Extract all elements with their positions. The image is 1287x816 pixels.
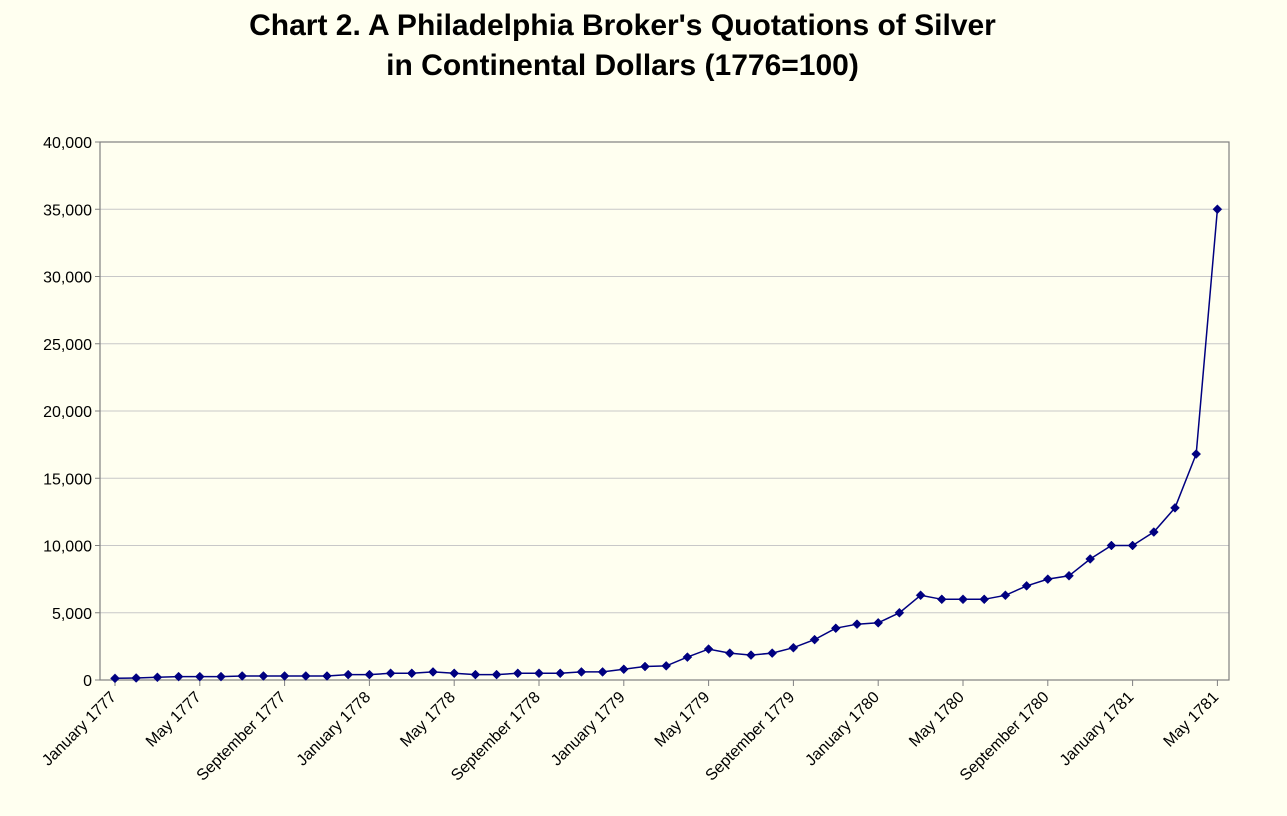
data-point xyxy=(173,671,184,682)
chart-title-line-2: in Continental Dollars (1776=100) xyxy=(386,49,859,82)
data-point xyxy=(1000,590,1011,601)
y-tick-label: 15,000 xyxy=(43,471,92,488)
y-tick-label: 5,000 xyxy=(52,606,92,623)
data-point xyxy=(258,671,269,681)
data-point xyxy=(1021,580,1032,591)
data-point xyxy=(300,671,311,681)
y-tick-label: 30,000 xyxy=(43,270,92,287)
data-point xyxy=(618,664,629,675)
data-point xyxy=(534,668,544,679)
data-point xyxy=(279,671,290,681)
x-tick-label: January 1779 xyxy=(548,689,629,770)
data-point xyxy=(428,667,438,677)
plot-border xyxy=(99,141,1230,681)
x-tick-label: May 1777 xyxy=(143,689,205,751)
data-point xyxy=(915,590,926,601)
y-tick-label: 40,000 xyxy=(43,135,92,152)
y-tick-label: 0 xyxy=(83,673,92,690)
data-point xyxy=(1127,540,1138,551)
x-tick-label: September 1777 xyxy=(194,689,290,785)
data-point xyxy=(470,669,481,680)
data-point xyxy=(936,594,947,605)
data-point xyxy=(1064,570,1074,581)
data-point xyxy=(746,650,756,660)
data-point xyxy=(597,667,608,677)
data-point xyxy=(1148,527,1159,537)
y-tick-label: 35,000 xyxy=(43,202,92,219)
data-point xyxy=(682,652,693,662)
data-point xyxy=(1170,502,1180,513)
data-point xyxy=(788,642,799,653)
data-point xyxy=(385,668,396,679)
chart-title-line-1: Chart 2. A Philadelphia Broker's Quotati… xyxy=(249,9,996,42)
data-point xyxy=(852,619,862,630)
data-point xyxy=(661,661,672,671)
x-tick-label: January 1778 xyxy=(294,689,375,770)
data-point xyxy=(555,668,566,679)
x-tick-label: May 1780 xyxy=(906,689,968,751)
data-point xyxy=(703,644,714,654)
chart-title: Chart 2. A Philadelphia Broker's Quotati… xyxy=(0,6,1245,86)
data-point xyxy=(512,668,523,679)
data-point xyxy=(152,672,163,683)
x-tick-label: May 1781 xyxy=(1161,689,1223,751)
y-tick-label: 10,000 xyxy=(43,539,92,556)
data-point xyxy=(873,617,884,628)
x-tick-label: September 1780 xyxy=(957,689,1053,785)
data-point xyxy=(131,673,142,683)
data-point xyxy=(322,671,332,681)
x-tick-label: May 1778 xyxy=(397,689,459,751)
data-point xyxy=(767,648,778,658)
x-tick-label: September 1778 xyxy=(448,689,544,785)
data-point xyxy=(809,634,820,645)
data-point xyxy=(216,671,226,682)
data-point xyxy=(640,661,650,672)
x-tick-label: January 1780 xyxy=(802,689,883,770)
data-point xyxy=(1042,574,1053,584)
data-point xyxy=(979,594,990,605)
data-point xyxy=(724,648,735,658)
x-tick-label: May 1779 xyxy=(652,689,714,751)
data-point xyxy=(576,667,587,677)
data-point xyxy=(491,669,502,680)
data-point xyxy=(364,669,375,680)
y-tick-label: 25,000 xyxy=(43,337,92,354)
data-point xyxy=(1106,540,1117,551)
data-point xyxy=(894,607,905,618)
x-tick-label: September 1779 xyxy=(703,689,799,785)
data-point xyxy=(449,668,460,679)
data-point xyxy=(237,671,248,681)
data-point xyxy=(830,623,841,634)
x-tick-label: January 1781 xyxy=(1057,689,1138,770)
x-tick-label: January 1777 xyxy=(39,689,120,770)
data-point xyxy=(1191,449,1202,459)
data-point xyxy=(110,673,120,684)
data-point xyxy=(406,668,417,679)
data-point xyxy=(1212,204,1223,215)
data-point xyxy=(1085,554,1096,564)
data-point xyxy=(958,594,968,605)
data-point xyxy=(343,669,354,680)
data-point xyxy=(194,671,205,682)
y-tick-label: 20,000 xyxy=(43,404,92,421)
